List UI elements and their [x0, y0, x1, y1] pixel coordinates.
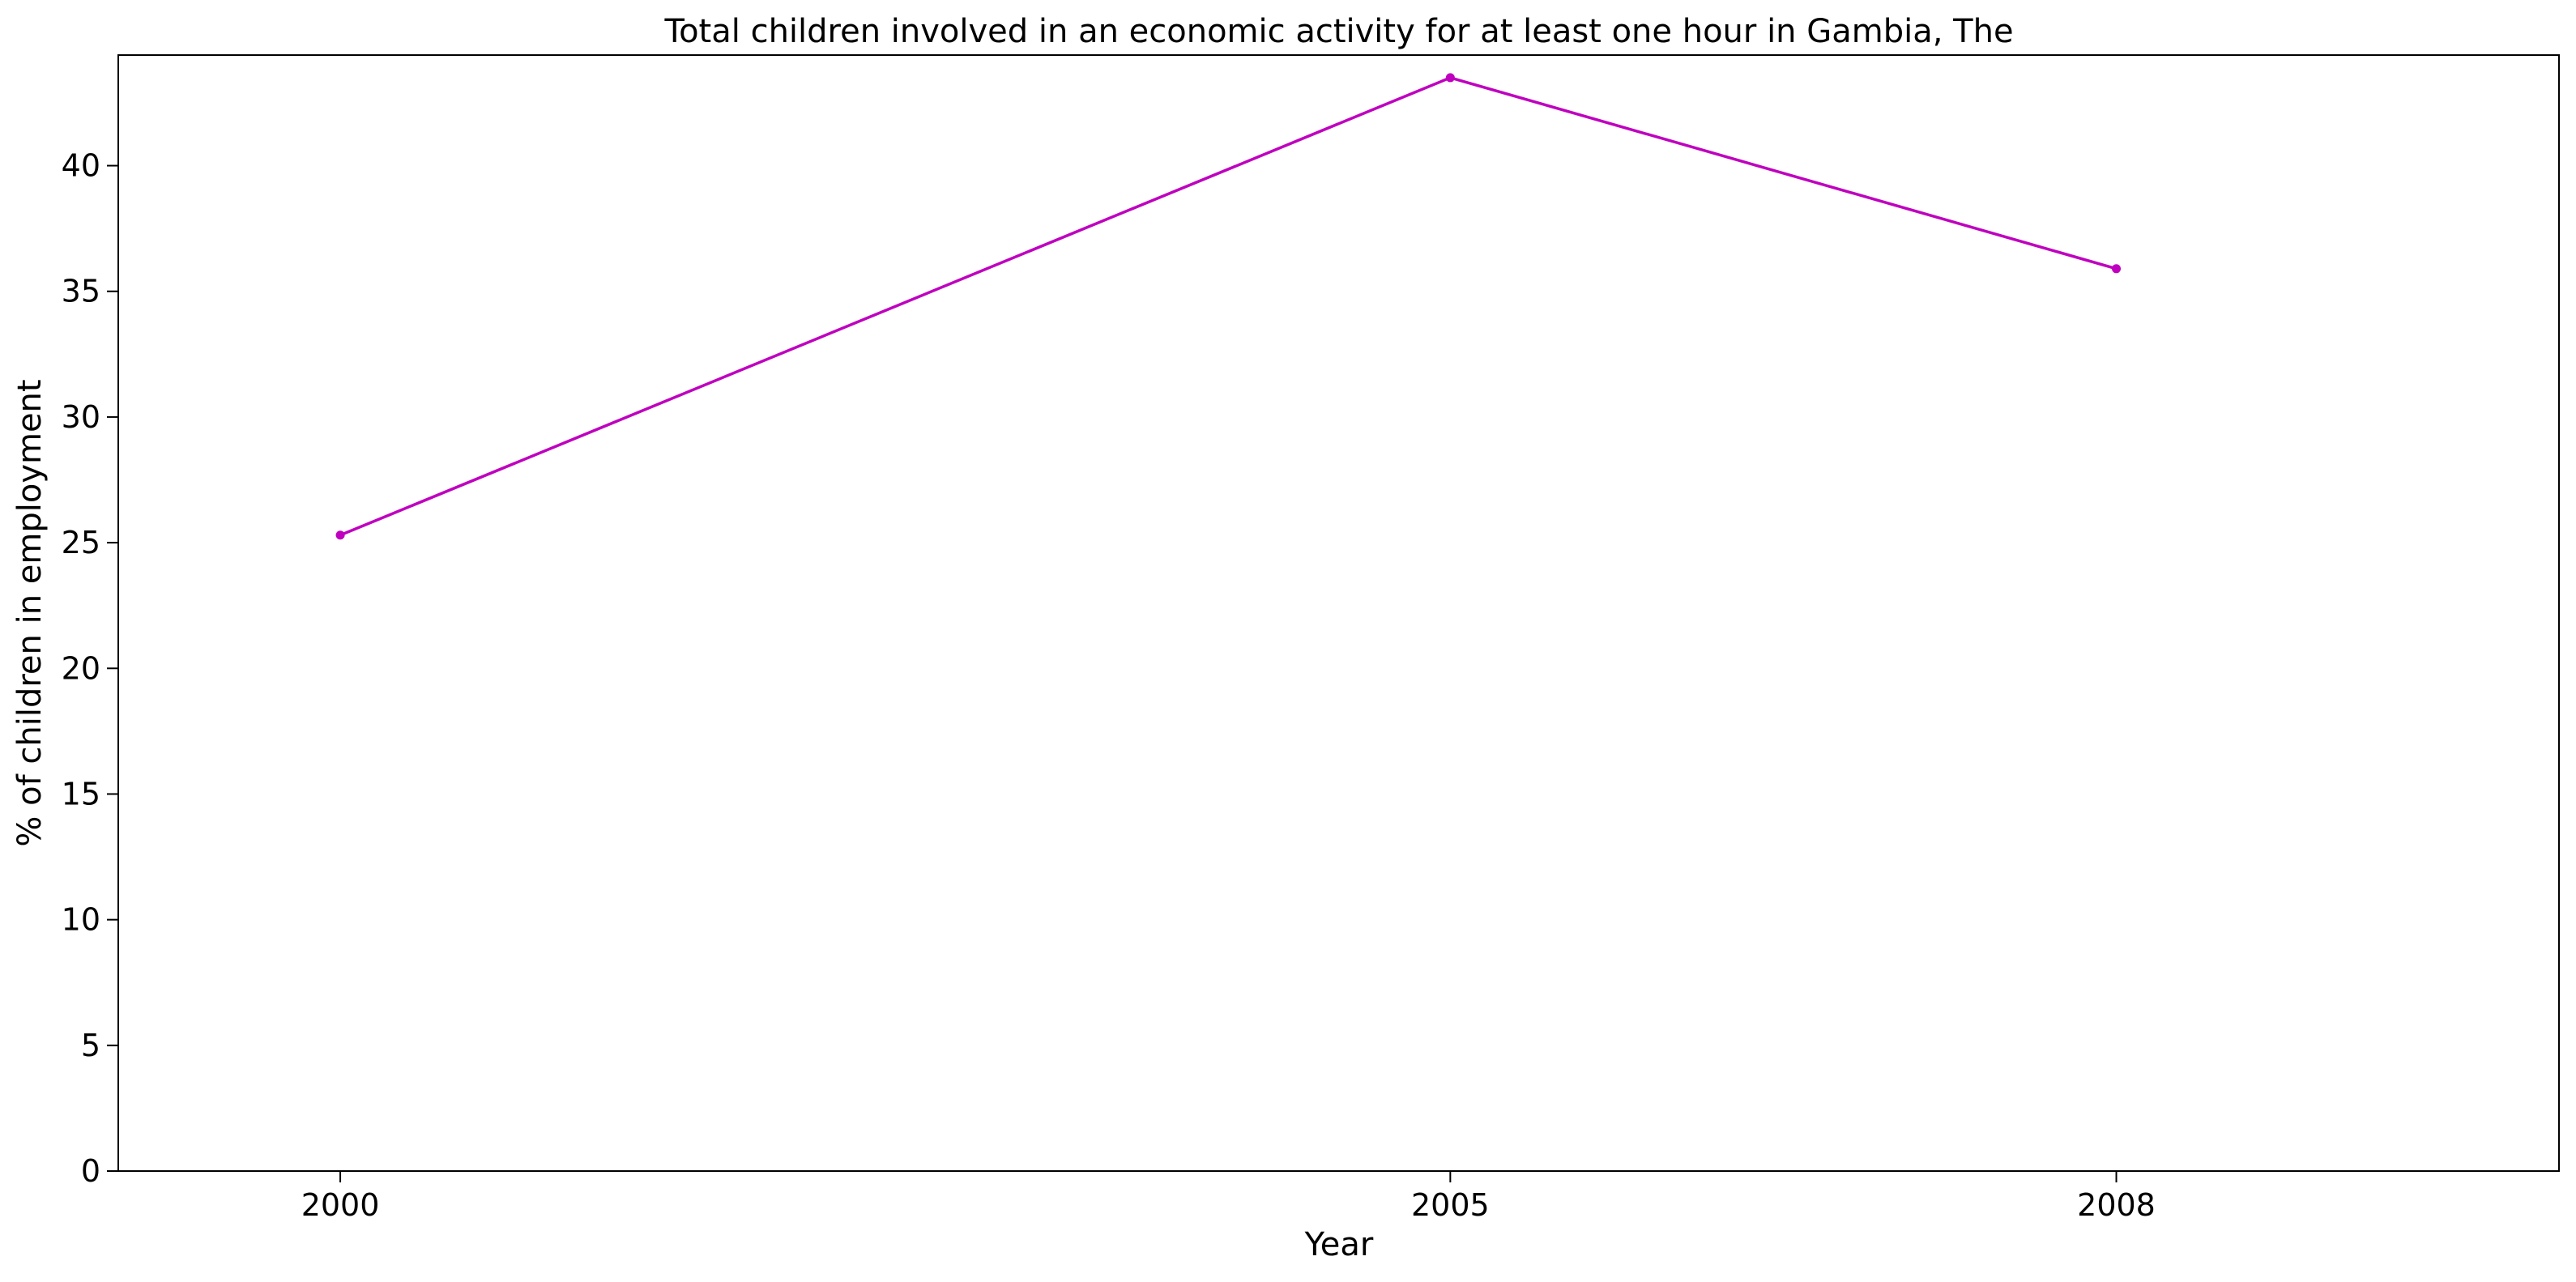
- data-point: [1445, 73, 1455, 83]
- series-layer: [335, 73, 2122, 540]
- y-tick-label: 15: [62, 776, 100, 811]
- plot-area-frame: [117, 54, 2560, 1172]
- data-point: [2112, 264, 2122, 274]
- series-line: [339, 76, 2117, 537]
- y-axis: 0 5 10 15 20 25 30 35 40: [62, 148, 118, 1189]
- x-tick-label: 2008: [2077, 1187, 2156, 1223]
- y-tick-label: 20: [62, 650, 100, 686]
- y-axis-label: % of children in employment: [11, 379, 49, 846]
- y-tick-label: 25: [62, 525, 100, 560]
- x-axis: 2000 2005 2008: [301, 1171, 2156, 1223]
- y-tick-label: 10: [62, 902, 100, 938]
- x-tick-label: 2005: [1411, 1187, 1490, 1223]
- y-tick-label: 0: [81, 1153, 100, 1189]
- data-point: [335, 530, 345, 540]
- y-tick-label: 40: [62, 148, 100, 184]
- y-tick-label: 35: [62, 274, 100, 309]
- chart-title: Total children involved in an economic a…: [663, 13, 2013, 50]
- x-axis-label: Year: [1304, 1226, 1374, 1263]
- y-tick-label: 5: [81, 1028, 100, 1063]
- y-tick-label: 30: [62, 399, 100, 435]
- x-tick-label: 2000: [301, 1187, 380, 1223]
